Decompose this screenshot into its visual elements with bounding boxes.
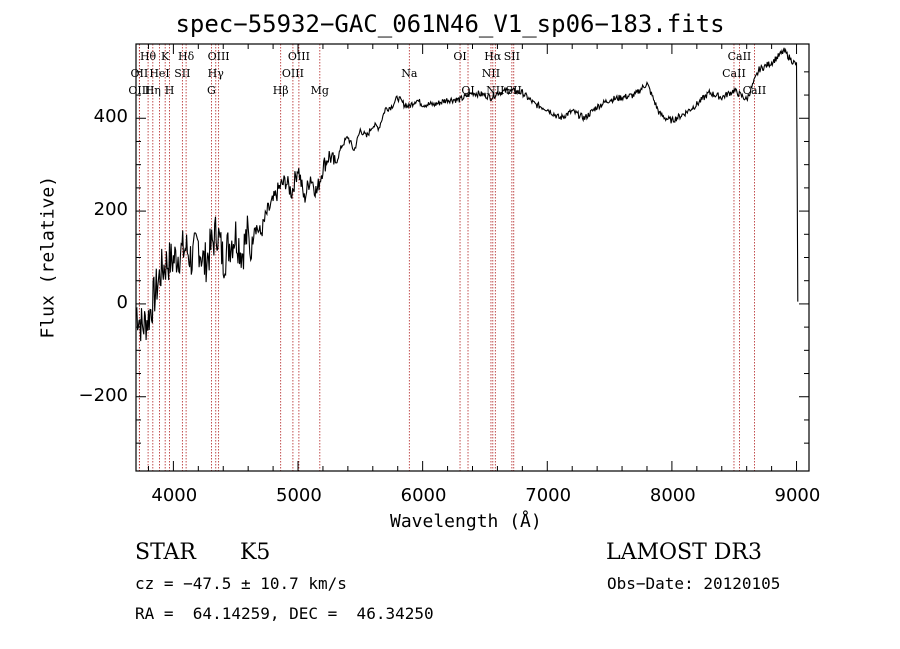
x-tick-label: 7000 bbox=[525, 485, 572, 506]
line-label-5: Hη bbox=[145, 84, 161, 97]
line-label-17: OI bbox=[453, 50, 466, 63]
line-label-19: Hα bbox=[484, 50, 502, 63]
line-label-4: HeI bbox=[149, 67, 169, 80]
line-label-8: Hδ bbox=[178, 50, 195, 63]
line-label-11: G bbox=[207, 84, 216, 97]
x-axis-label: Wavelength (Å) bbox=[390, 511, 542, 532]
spectral-subclass: K5 bbox=[240, 540, 271, 565]
line-label-24: CaII bbox=[728, 50, 752, 63]
survey-release: LAMOST DR3 bbox=[606, 540, 762, 565]
line-label-1: OII bbox=[131, 67, 149, 80]
emission-line-markers bbox=[138, 44, 755, 471]
x-tick-label: 6000 bbox=[400, 485, 447, 506]
line-label-6: SII bbox=[174, 67, 190, 80]
axis-ticks bbox=[136, 44, 809, 471]
line-label-0: Hθ bbox=[140, 50, 157, 63]
y-axis-label: Flux (relative) bbox=[37, 175, 59, 339]
coordinates: RA = 64.14259, DEC = 46.34250 bbox=[135, 604, 434, 623]
line-label-9: OIII bbox=[208, 50, 230, 63]
line-label-13: OIII bbox=[282, 67, 304, 80]
line-label-23: SII bbox=[506, 84, 522, 97]
y-tick-label: 200 bbox=[93, 199, 128, 221]
line-label-14: Hβ bbox=[273, 84, 289, 97]
line-label-21: NII bbox=[482, 67, 500, 80]
y-tick-label: −200 bbox=[78, 384, 128, 406]
spectrum-line bbox=[135, 47, 799, 342]
line-label-12: OIII bbox=[288, 50, 310, 63]
redshift-velocity: cz = −47.5 ± 10.7 km/s bbox=[135, 574, 347, 593]
line-label-10: Hγ bbox=[208, 67, 225, 80]
line-label-2: OIII bbox=[128, 84, 150, 97]
line-label-25: CaII bbox=[722, 67, 746, 80]
line-label-7: H bbox=[165, 84, 175, 97]
observation-date: Obs−Date: 20120105 bbox=[607, 574, 781, 593]
y-tick-label: 400 bbox=[93, 106, 128, 128]
line-label-26: CaII bbox=[743, 84, 767, 97]
y-tick-label: 0 bbox=[116, 291, 128, 313]
line-label-15: Mg bbox=[311, 84, 329, 97]
chart-title: spec−55932−GAC_061N46_V1_sp06−183.fits bbox=[175, 10, 725, 38]
x-tick-label: 9000 bbox=[774, 485, 821, 506]
line-label-16: Na bbox=[401, 67, 418, 80]
line-label-20: SII bbox=[504, 50, 520, 63]
x-tick-label: 8000 bbox=[649, 485, 696, 506]
emission-line-labels: Hθ OII OIII K HeI Hη SII H Hδ OIII Hγ G OIII OIII Hβ Mg… bbox=[128, 50, 766, 97]
line-label-3: K bbox=[161, 50, 170, 63]
plot-frame bbox=[135, 43, 810, 472]
object-class: STAR bbox=[135, 540, 196, 565]
x-tick-label: 5000 bbox=[276, 485, 322, 506]
x-tick-label: 4000 bbox=[151, 485, 198, 506]
